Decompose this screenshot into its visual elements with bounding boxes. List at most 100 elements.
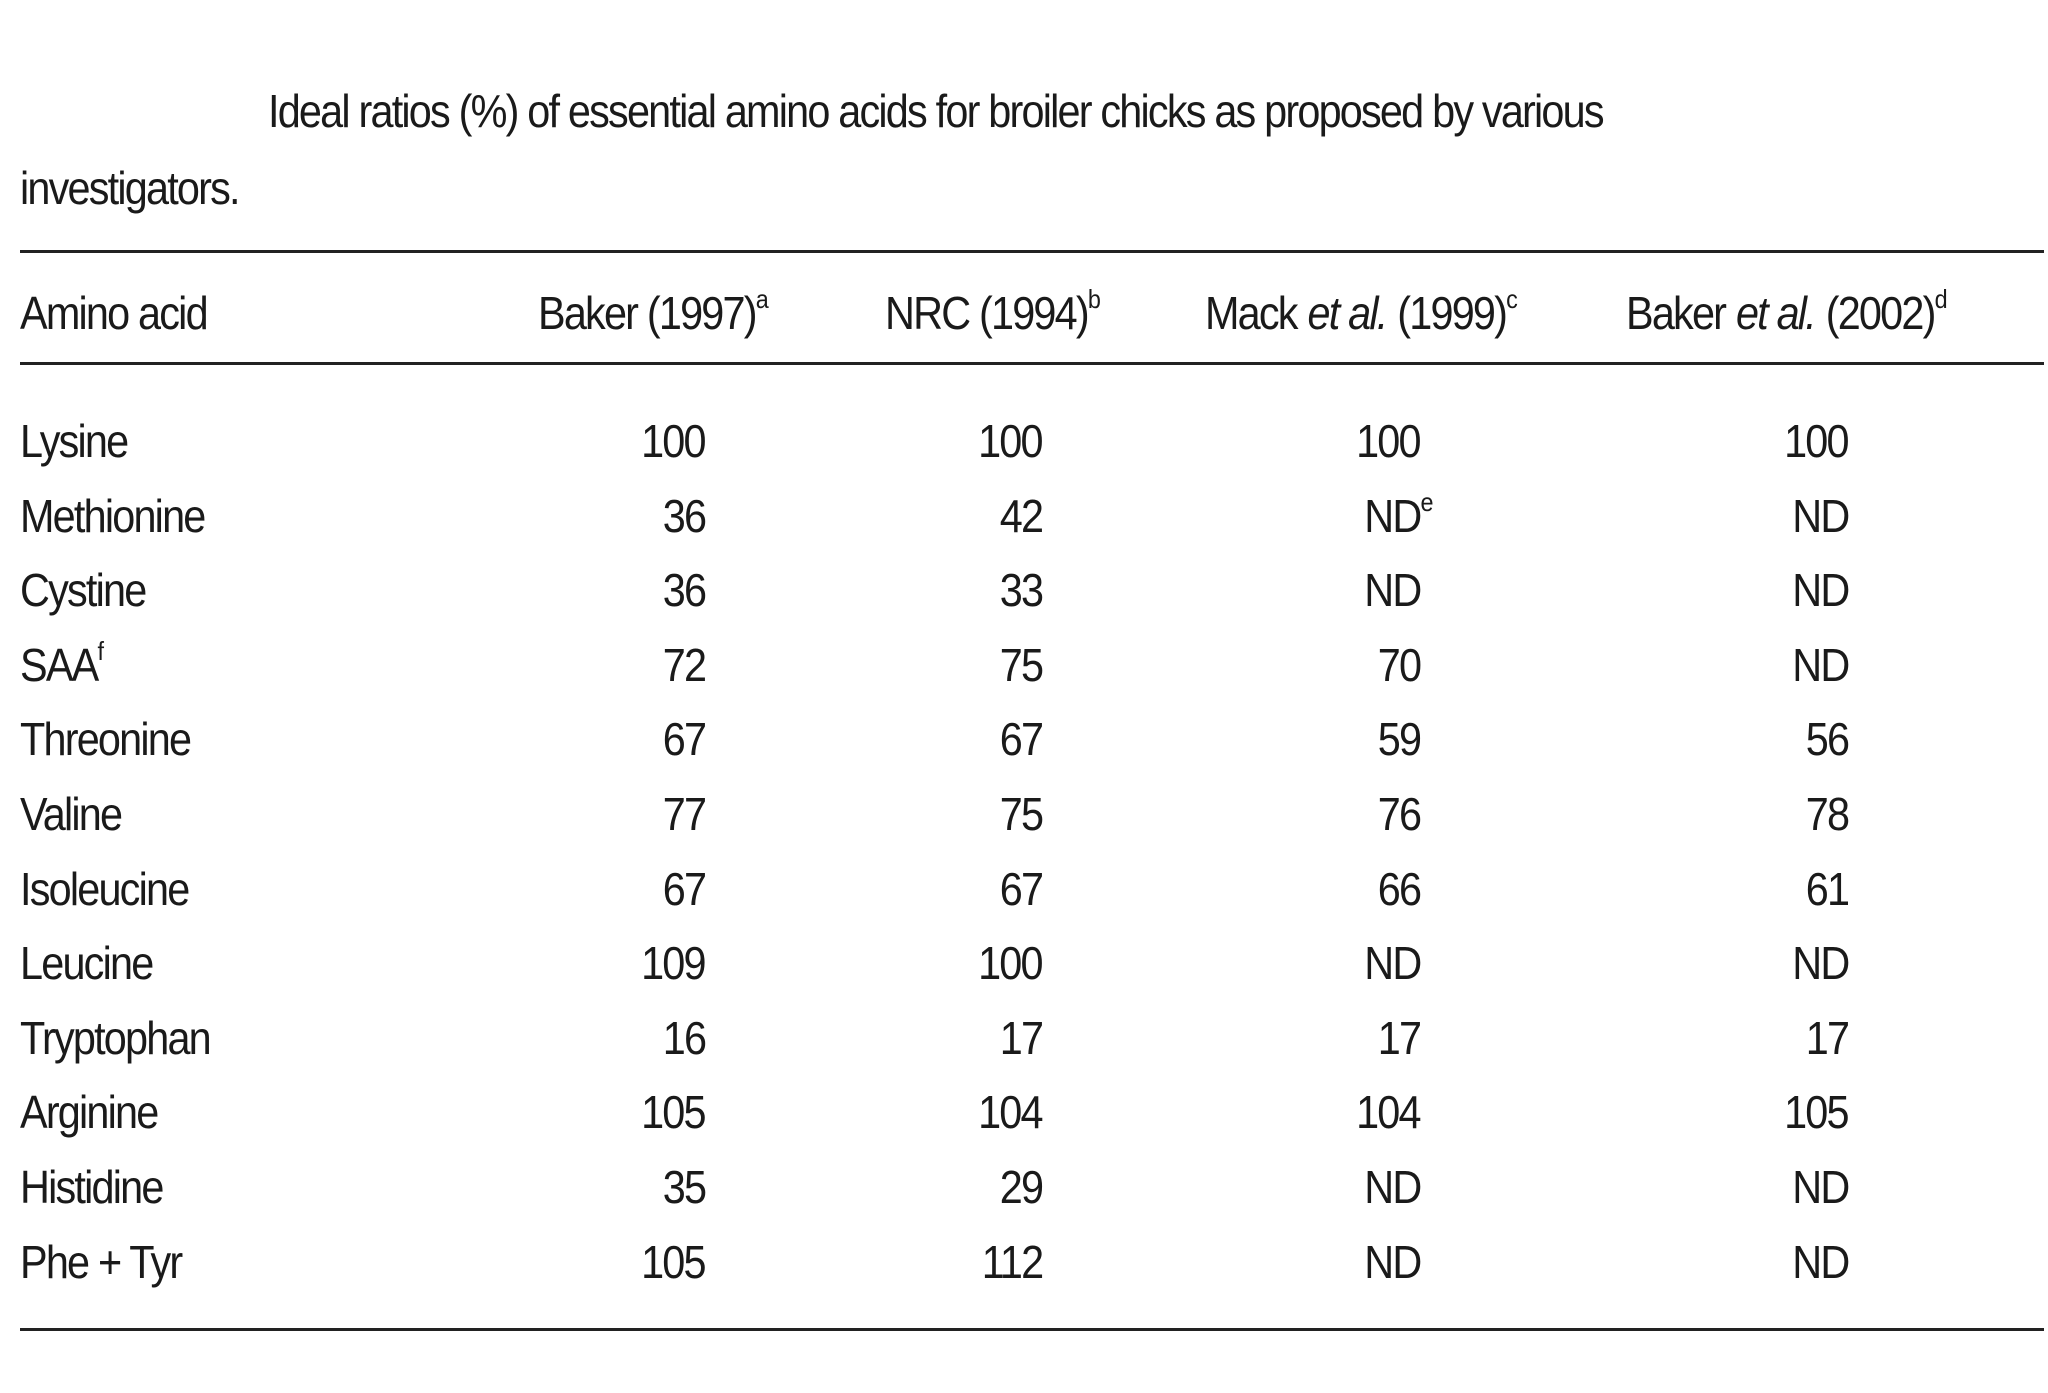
cell-text: 76 (1377, 788, 1422, 840)
table-cell: 105 (641, 1086, 706, 1139)
caption: investigators. (20, 162, 241, 214)
table-cell: 56 (1805, 713, 1850, 766)
row-label: Methionine (20, 493, 206, 539)
cell-text: ND (1363, 1235, 1422, 1288)
table-cell: ND (1791, 937, 1850, 990)
cell-text: 67 (999, 862, 1044, 915)
cell-text: 104 (1356, 1086, 1421, 1139)
table-cell: ND (1363, 1161, 1422, 1213)
column-header: Baker (1997)a (538, 286, 769, 339)
cell-text: ND (1363, 1161, 1422, 1213)
cell-text: 29 (999, 1161, 1044, 1213)
table-cell: ND (1363, 937, 1422, 990)
cell-text: 112 (981, 1235, 1043, 1288)
table-cell: ND (1363, 564, 1422, 617)
row-label: Tryptophan (20, 1015, 212, 1061)
table-cell: 66 (1377, 862, 1422, 915)
table-cell: 105 (641, 1239, 706, 1285)
cell-text: 17 (1805, 1011, 1850, 1064)
row-label-text: Isoleucine (20, 862, 190, 915)
header-italic: et al. (1735, 287, 1817, 339)
table-cell: 17 (1000, 1015, 1044, 1061)
table-cell: 17 (1805, 1011, 1850, 1064)
cell-text: 36 (662, 489, 707, 542)
cell-text: 56 (1805, 713, 1850, 766)
cell-text: ND (1363, 564, 1422, 617)
footnote-mark: c (1506, 284, 1518, 314)
row-label: Valine (20, 788, 123, 840)
table-cell: ND (1792, 567, 1850, 613)
footnote-mark: b (1087, 284, 1101, 314)
cell-text: ND (1791, 1235, 1850, 1288)
table-cell: 104 (978, 1089, 1043, 1135)
rule (20, 1328, 2044, 1331)
cell-text: 77 (662, 788, 707, 840)
table-cell: ND (1791, 638, 1850, 691)
rule (20, 362, 2044, 365)
table-cell: 72 (662, 638, 707, 691)
table-cell: ND (1791, 1235, 1850, 1288)
row-label-text: Arginine (20, 1086, 159, 1139)
table-cell: 76 (1377, 788, 1422, 840)
cell-text: ND (1791, 638, 1850, 691)
header-text: NRC (1994) (885, 287, 1090, 339)
footnote-mark: d (1934, 284, 1948, 314)
table-cell: 78 (1806, 791, 1850, 837)
cell-text: 36 (662, 564, 707, 617)
cell-text: ND (1791, 1161, 1850, 1213)
cell-text: 59 (1377, 713, 1422, 766)
table-cell: 42 (999, 489, 1044, 542)
table-cell: 100 (978, 415, 1043, 467)
cell-text: ND (1363, 937, 1422, 990)
row-label: Leucine (20, 937, 154, 990)
header-text: Amino acid (20, 287, 209, 339)
cell-text: 67 (662, 713, 707, 766)
table-cell: 67 (1000, 716, 1044, 762)
row-label: SAAf (20, 638, 104, 688)
cell-text: 75 (999, 638, 1044, 691)
table-cell: 61 (1806, 866, 1850, 912)
cell-text: 66 (1377, 862, 1422, 915)
cell-text: ND (1791, 937, 1850, 990)
table-cell: 67 (663, 866, 707, 912)
row-label-text: Valine (20, 788, 123, 840)
table-cell: 105 (1784, 1086, 1849, 1139)
row-label-text: Cystine (20, 564, 147, 617)
header-text: Baker (1626, 287, 1727, 339)
cell-text: 105 (641, 1086, 706, 1139)
row-label-text: Leucine (20, 937, 154, 990)
table-cell: 104 (1356, 1086, 1421, 1139)
row-label-text: Lysine (20, 415, 129, 467)
cell-text: 72 (662, 638, 707, 691)
table-cell: 16 (662, 1011, 707, 1064)
table-cell: 70 (1378, 642, 1422, 688)
cell-text: 100 (641, 415, 706, 467)
row-label: Cystine (20, 564, 147, 617)
row-label: Isoleucine (20, 862, 190, 915)
cell-text: 105 (1784, 1086, 1849, 1139)
row-label-text: Histidine (20, 1161, 164, 1213)
table-cell: 36 (662, 489, 707, 542)
table-cell: 100 (978, 940, 1043, 986)
cell-text: 100 (978, 415, 1043, 467)
column-header: Mack et al. (1999)c (1205, 286, 1518, 339)
column-header: Amino acid (20, 287, 209, 339)
table-cell: 75 (999, 638, 1044, 691)
cell-text: ND (1791, 489, 1850, 542)
table-cell: ND (1791, 489, 1850, 542)
table-cell: 109 (641, 937, 706, 990)
column-header: Baker et al. (2002)d (1626, 286, 1948, 339)
cell-text: 100 (1356, 415, 1421, 467)
footnote-mark: f (97, 635, 104, 666)
header-text: Mack (1205, 287, 1299, 339)
cell-text: 109 (641, 937, 706, 990)
row-label: Phe + Tyr (20, 1239, 183, 1285)
cell-text: 42 (999, 489, 1044, 542)
row-label: Threonine (20, 716, 192, 762)
header-text: Baker (1997) (538, 287, 758, 339)
cell-text: 16 (662, 1011, 707, 1064)
cell-text: 75 (999, 788, 1044, 840)
table-cell: 100 (641, 415, 706, 467)
row-label: Lysine (20, 415, 129, 467)
